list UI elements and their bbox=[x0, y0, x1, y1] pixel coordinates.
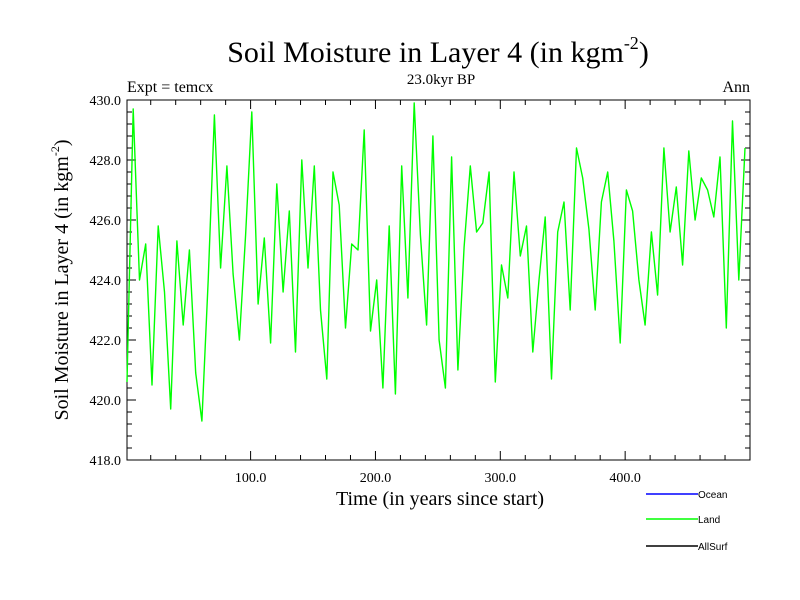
y-axis-label-superscript: -2 bbox=[48, 146, 62, 156]
x-tick-label: 100.0 bbox=[235, 471, 267, 486]
chart-title-superscript: -2 bbox=[624, 33, 639, 53]
legend-label-ocean: Ocean bbox=[698, 490, 727, 501]
y-tick-label: 422.0 bbox=[90, 334, 122, 349]
chart-subtitle: 23.0kyr BP bbox=[407, 72, 475, 88]
x-tick-label: 300.0 bbox=[485, 471, 517, 486]
legend: Ocean Land AllSurf bbox=[646, 490, 728, 553]
y-tick-label: 418.0 bbox=[90, 454, 122, 469]
legend-label-allsurf: AllSurf bbox=[698, 542, 728, 553]
legend-label-land: Land bbox=[698, 515, 720, 526]
y-axis-label: Soil Moisture in Layer 4 (in kgm-2) bbox=[48, 139, 73, 420]
chart-title: Soil Moisture in Layer 4 (in kgm-2) bbox=[227, 33, 649, 69]
x-tick-label: 400.0 bbox=[609, 471, 641, 486]
y-tick-label: 426.0 bbox=[90, 214, 122, 229]
y-tick-label: 428.0 bbox=[90, 154, 122, 169]
x-tick-label: 200.0 bbox=[360, 471, 392, 486]
y-tick-label: 420.0 bbox=[90, 394, 122, 409]
series-line-land bbox=[126, 102, 746, 422]
y-tick-label: 430.0 bbox=[90, 94, 122, 109]
x-axis-label: Time (in years since start) bbox=[336, 488, 544, 510]
y-tick-label: 424.0 bbox=[90, 274, 122, 289]
series-layer bbox=[126, 102, 746, 422]
axis-tick-labels: 418.0 420.0 422.0 424.0 426.0 428.0 430.0 100.0… bbox=[90, 94, 641, 486]
season-label: Ann bbox=[722, 79, 750, 96]
experiment-label: Expt = temcx bbox=[127, 79, 213, 96]
